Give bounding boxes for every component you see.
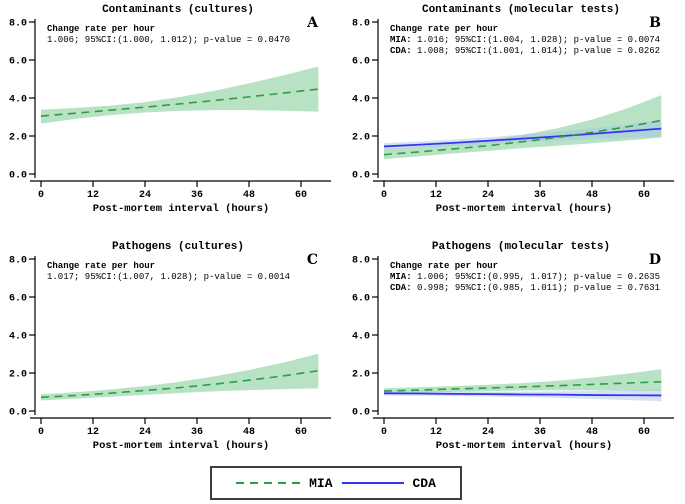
y-tick-label: 8.0 <box>9 256 27 267</box>
annotation-line: MIA: 1.016; 95%CI:(1.004, 1.028); p-valu… <box>390 35 660 45</box>
panel-title: Contaminants (cultures) <box>102 4 254 16</box>
mia-dashed-line-sample <box>236 481 301 485</box>
x-tick-label: 0 <box>38 190 44 201</box>
x-tick-label: 36 <box>534 427 546 438</box>
x-tick-label: 24 <box>139 190 151 201</box>
x-tick-label: 48 <box>586 427 598 438</box>
x-tick-label: 24 <box>482 190 494 201</box>
annotation-header: Change rate per hour <box>47 24 155 34</box>
trend-line-mia <box>40 369 319 399</box>
y-tick-label: 8.0 <box>352 19 370 30</box>
y-tick-label: 0.0 <box>352 408 370 419</box>
ci-band-mia <box>384 369 662 394</box>
panel-pathogens-molecular: Pathogens (molecular tests) D 0.0 2.0 4.0 6.0… <box>343 237 685 470</box>
x-tick-label: 0 <box>381 427 387 438</box>
x-tick-label: 12 <box>430 427 442 438</box>
x-tick-label: 60 <box>638 427 650 438</box>
y-tick-label: 6.0 <box>9 57 27 68</box>
annotation-header: Change rate per hour <box>47 261 155 271</box>
panel-letter: D <box>649 252 661 268</box>
panel-letter: C <box>307 252 318 268</box>
y-tick-label: 4.0 <box>9 95 27 106</box>
trend-line-mia <box>40 88 319 117</box>
x-tick-label: 60 <box>295 190 307 201</box>
annotation-line: CDA: 1.008; 95%CI:(1.001, 1.014); p-valu… <box>390 46 660 56</box>
annotation-line: 1.017; 95%CI:(1.007, 1.028); p-value = 0… <box>47 272 290 282</box>
y-tick-label: 2.0 <box>9 370 27 381</box>
y-tick-label: 0.0 <box>9 408 27 419</box>
chart-panel-D: Pathogens (molecular tests) D 0.0 2.0 4.0 6.0… <box>352 241 674 452</box>
ci-band-mia <box>41 66 319 124</box>
x-tick-label: 60 <box>295 427 307 438</box>
panel-letter: A <box>306 15 319 31</box>
annotation-header: Change rate per hour <box>390 24 498 34</box>
y-tick-label: 4.0 <box>352 332 370 343</box>
x-axis-label: Post-mortem interval (hours) <box>93 440 269 452</box>
x-axis-label: Post-mortem interval (hours) <box>436 203 612 215</box>
panel-contaminants-cultures: Contaminants (cultures) A 0.0 2.0 4.0 6.0 8.0 0… <box>0 0 342 233</box>
x-tick-label: 12 <box>87 427 99 438</box>
panel-title: Pathogens (cultures) <box>112 241 244 253</box>
x-tick-label: 0 <box>38 427 44 438</box>
x-tick-label: 36 <box>191 190 203 201</box>
x-tick-label: 36 <box>534 190 546 201</box>
panel-title: Pathogens (molecular tests) <box>432 241 610 253</box>
x-tick-label: 48 <box>243 190 255 201</box>
trend-line-cda <box>383 127 662 148</box>
y-tick-label: 2.0 <box>9 133 27 144</box>
annotation-line: 1.006; 95%CI:(1.000, 1.012); p-value = 0… <box>47 35 290 45</box>
panel-contaminants-molecular: Contaminants (molecular tests) B 0.0 2.0 4.0… <box>343 0 685 233</box>
x-tick-label: 60 <box>638 190 650 201</box>
y-tick-label: 2.0 <box>352 133 370 144</box>
x-tick-label: 36 <box>191 427 203 438</box>
annotation-line: CDA: 0.998; 95%CI:(0.985, 1.011); p-valu… <box>390 283 660 293</box>
cda-solid-line-sample <box>341 481 404 485</box>
y-tick-label: 8.0 <box>352 256 370 267</box>
trend-line-mia <box>383 119 662 156</box>
y-tick-label: 4.0 <box>9 332 27 343</box>
y-tick-label: 2.0 <box>352 370 370 381</box>
y-tick-label: 6.0 <box>352 57 370 68</box>
y-tick-label: 0.0 <box>352 171 370 182</box>
y-tick-label: 6.0 <box>9 294 27 305</box>
trend-line-cda <box>383 392 662 397</box>
panel-title: Contaminants (molecular tests) <box>422 4 620 16</box>
ci-band-mia <box>41 353 319 401</box>
x-tick-label: 12 <box>430 190 442 201</box>
ci-band-mia <box>384 95 662 160</box>
x-tick-label: 48 <box>586 190 598 201</box>
chart-panel-C: Pathogens (cultures) C 0.0 2.0 4.0 6.0 8.0 0 12 2… <box>9 241 331 452</box>
trend-line-mia <box>383 380 662 392</box>
legend-label-cda: CDA <box>412 475 436 491</box>
x-tick-label: 24 <box>139 427 151 438</box>
annotation-header: Change rate per hour <box>390 261 498 271</box>
panel-letter: B <box>649 15 661 31</box>
x-tick-label: 24 <box>482 427 494 438</box>
y-tick-label: 8.0 <box>9 19 27 30</box>
legend: MIA CDA <box>210 466 462 500</box>
x-tick-label: 0 <box>381 190 387 201</box>
chart-panel-A: Contaminants (cultures) A 0.0 2.0 4.0 6.0 8.0 0… <box>9 4 331 215</box>
x-tick-label: 48 <box>243 427 255 438</box>
x-axis-label: Post-mortem interval (hours) <box>93 203 269 215</box>
y-tick-label: 6.0 <box>352 294 370 305</box>
y-tick-label: 4.0 <box>352 95 370 106</box>
annotation-line: MIA: 1.006; 95%CI:(0.995, 1.017); p-valu… <box>390 272 660 282</box>
y-tick-label: 0.0 <box>9 171 27 182</box>
legend-label-mia: MIA <box>309 475 333 491</box>
chart-panel-B: Contaminants (molecular tests) B 0.0 2.0 4.0… <box>352 4 674 215</box>
x-axis-label: Post-mortem interval (hours) <box>436 440 612 452</box>
x-tick-label: 12 <box>87 190 99 201</box>
panel-pathogens-cultures: Pathogens (cultures) C 0.0 2.0 4.0 6.0 8.0 0 12 2… <box>0 237 342 470</box>
